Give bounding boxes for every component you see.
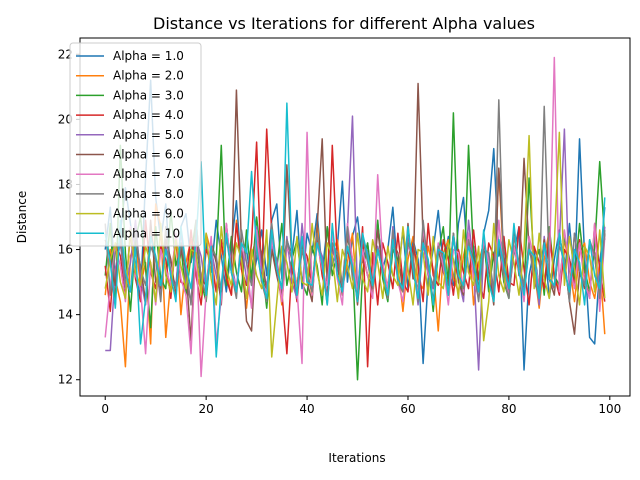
- y-tick-label: 20: [58, 112, 73, 126]
- x-tick-label: 40: [299, 402, 314, 416]
- x-tick-label: 20: [199, 402, 214, 416]
- y-tick-label: 16: [58, 243, 73, 257]
- x-tick-label: 100: [598, 402, 621, 416]
- legend-label: Alpha = 4.0: [113, 108, 184, 122]
- x-axis: 0 20 40 60 80 100: [101, 396, 621, 416]
- legend-label: Alpha = 8.0: [113, 187, 184, 201]
- y-tick-label: 18: [58, 177, 73, 191]
- legend-label: Alpha = 5.0: [113, 128, 184, 142]
- y-axis-label: Distance: [15, 191, 29, 243]
- legend-label: Alpha = 2.0: [113, 69, 184, 83]
- y-tick-label: 22: [58, 47, 73, 61]
- legend-label: Alpha = 3.0: [113, 88, 184, 102]
- x-tick-label: 0: [101, 402, 109, 416]
- x-tick-label: 80: [501, 402, 516, 416]
- legend-box: [69, 42, 202, 247]
- x-axis-label: Iterations: [328, 451, 385, 465]
- legend-label: Alpha = 7.0: [113, 167, 184, 181]
- series-line-10: [104, 102, 606, 358]
- y-tick-label: 12: [58, 373, 73, 387]
- legend-label: Alpha = 9.0: [113, 207, 184, 221]
- series-line-9: [104, 131, 606, 358]
- x-tick-label: 60: [400, 402, 415, 416]
- legend-label: Alpha = 1.0: [113, 49, 184, 63]
- chart-title: Distance vs Iterations for different Alp…: [153, 14, 535, 33]
- legend-label: Alpha = 6.0: [113, 148, 184, 162]
- legend-label: Alpha = 10: [113, 226, 180, 240]
- series-layer: [104, 56, 606, 381]
- y-axis: 12 14 16 18 20 22: [58, 47, 80, 387]
- y-tick-label: 14: [58, 308, 73, 322]
- legend: Alpha = 1.0 Alpha = 2.0 Alpha = 3.0 Alpha =…: [69, 42, 202, 247]
